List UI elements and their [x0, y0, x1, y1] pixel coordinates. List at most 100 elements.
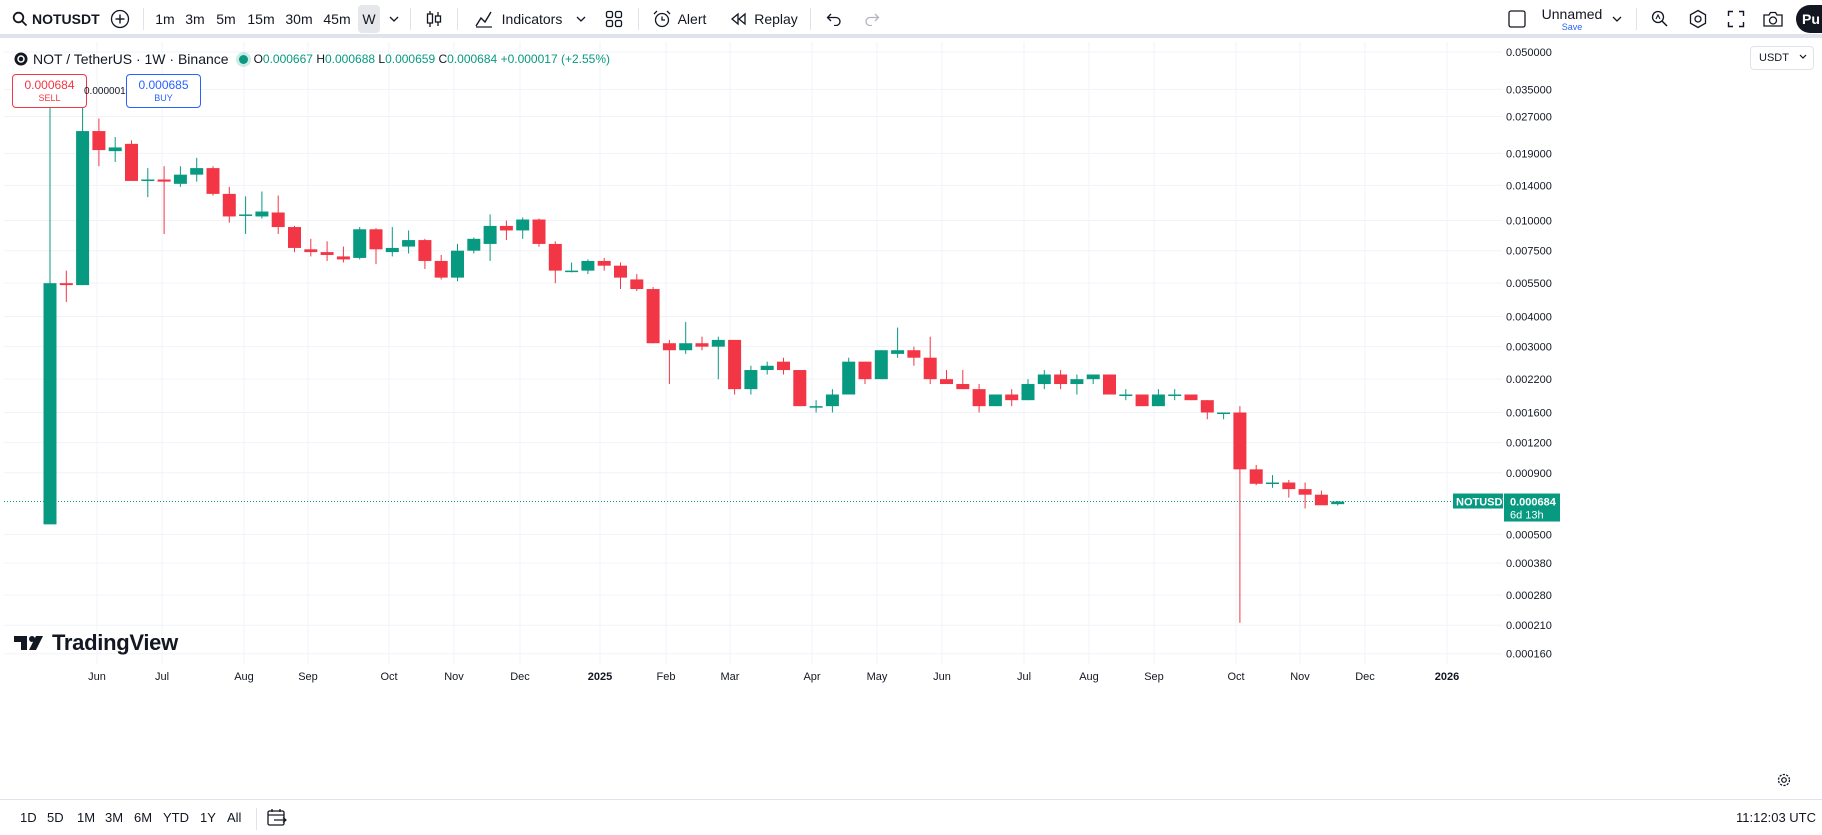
candle: [1184, 394, 1198, 401]
candle: [923, 336, 937, 385]
price-label: 0.007500: [1506, 246, 1552, 258]
alert-button[interactable]: Alert: [648, 5, 710, 33]
time-label: Dec: [510, 671, 530, 683]
candle-body: [940, 379, 953, 385]
range-1m[interactable]: 1M: [77, 810, 96, 825]
scale-settings-button[interactable]: [1776, 772, 1792, 793]
date-range-button[interactable]: [266, 808, 288, 833]
range-3m[interactable]: 3M: [105, 810, 124, 825]
price-label: 0.002200: [1506, 374, 1552, 386]
range-all[interactable]: All: [227, 810, 242, 825]
layout-dropdown[interactable]: [1608, 5, 1626, 33]
buy-button[interactable]: 0.000685 BUY: [126, 74, 201, 108]
symbol-search-button[interactable]: NOTUSDT: [8, 5, 100, 33]
layout-checkbox[interactable]: [1505, 5, 1529, 33]
candle-series: [43, 81, 1345, 623]
candle: [353, 227, 367, 260]
candle-body: [1005, 394, 1019, 401]
snapshot-button[interactable]: [1758, 5, 1788, 33]
save-label: Save: [1561, 21, 1583, 32]
square-icon: [1508, 10, 1526, 28]
candle-body: [271, 212, 285, 228]
replay-button[interactable]: Replay: [728, 5, 800, 33]
candle: [777, 357, 790, 375]
candle: [467, 237, 481, 254]
zoom-search-icon: [1651, 10, 1668, 27]
candle-body: [597, 260, 611, 266]
price-label: 0.010000: [1506, 216, 1552, 228]
utc-clock[interactable]: 11:12:03 UTC: [1736, 810, 1816, 825]
compare-button[interactable]: [106, 5, 134, 33]
chart-type-button[interactable]: [420, 5, 448, 33]
interval-dropdown[interactable]: [385, 5, 403, 33]
spread-value: 0.000001: [84, 86, 126, 97]
time-label: Nov: [1290, 671, 1310, 683]
candle: [92, 118, 106, 167]
layout-name-button[interactable]: Unnamed Save: [1536, 5, 1608, 33]
toolbar-divider: [457, 8, 458, 30]
time-label: Oct: [1227, 671, 1244, 683]
undo-button[interactable]: [820, 5, 848, 33]
candle: [157, 166, 171, 234]
interval-30m[interactable]: 30m: [285, 11, 313, 27]
candle: [255, 191, 269, 219]
alert-label: Alert: [677, 11, 707, 27]
gear-icon: [1689, 9, 1707, 29]
indicators-button[interactable]: Indicators: [468, 5, 568, 33]
time-label: Feb: [657, 671, 676, 683]
symbol-description[interactable]: NOT / TetherUS · 1W · Binance: [33, 51, 229, 67]
bottom-toolbar: 1D 5D 1M 3M 6M YTD 1Y All 11:12:03 UTC: [0, 799, 1822, 835]
time-label: Apr: [803, 671, 820, 683]
fullscreen-button[interactable]: [1722, 5, 1750, 33]
interval-1m[interactable]: 1m: [155, 11, 175, 27]
time-label: Oct: [380, 671, 397, 683]
interval-15m[interactable]: 15m: [247, 11, 275, 27]
candle-body: [972, 389, 986, 407]
candle-body: [662, 343, 676, 351]
open-value: 0.000667: [262, 52, 313, 66]
candle-body: [402, 240, 416, 247]
candle: [728, 339, 742, 395]
candle-body: [1217, 412, 1231, 415]
high-value: 0.000688: [324, 52, 376, 66]
candle: [1200, 400, 1214, 420]
interval-w[interactable]: W: [358, 5, 380, 33]
redo-button[interactable]: [858, 5, 886, 33]
price-chart[interactable]: 0.050000 0.035000 0.027000 0.019000 0.014000…: [4, 42, 1748, 794]
candle-body: [1086, 374, 1100, 380]
candle: [1135, 394, 1149, 407]
interval-45m[interactable]: 45m: [323, 11, 351, 27]
layout-grid-button[interactable]: [600, 5, 628, 33]
candle: [483, 214, 497, 261]
candle: [1217, 412, 1231, 420]
candle: [1282, 480, 1296, 498]
range-ytd[interactable]: YTD: [163, 810, 189, 825]
candle-body: [711, 339, 725, 347]
range-5d[interactable]: 5D: [47, 810, 64, 825]
quick-search-button[interactable]: [1646, 5, 1674, 33]
interval-5m[interactable]: 5m: [216, 11, 236, 27]
candle: [43, 81, 57, 525]
settings-button[interactable]: [1684, 5, 1712, 33]
tradingview-watermark[interactable]: TradingView: [14, 630, 178, 656]
indicators-dropdown[interactable]: [572, 5, 590, 33]
price-label: 0.019000: [1506, 148, 1552, 160]
chart-pane[interactable]: 0.050000 0.035000 0.027000 0.019000 0.014000…: [4, 42, 1748, 794]
indicators-icon: [475, 11, 492, 28]
candle: [630, 274, 644, 292]
price-label: 0.035000: [1506, 84, 1552, 96]
candle-body: [499, 225, 513, 231]
interval-3m[interactable]: 3m: [185, 11, 205, 27]
buy-price: 0.000685: [138, 78, 189, 92]
range-1y[interactable]: 1Y: [200, 810, 216, 825]
candle-body: [1266, 482, 1279, 485]
candle: [711, 336, 725, 380]
currency-select[interactable]: USDT: [1750, 46, 1814, 70]
range-1d[interactable]: 1D: [20, 810, 37, 825]
candle-body: [157, 179, 171, 182]
publish-button[interactable]: Pu: [1796, 5, 1822, 33]
range-6m[interactable]: 6M: [134, 810, 153, 825]
sell-button[interactable]: 0.000684 SELL: [12, 74, 87, 108]
candle-body: [255, 211, 269, 217]
top-toolbar: NOTUSDT 1m 3m 5m 15m 30m 45m W Indicator…: [0, 0, 1822, 38]
